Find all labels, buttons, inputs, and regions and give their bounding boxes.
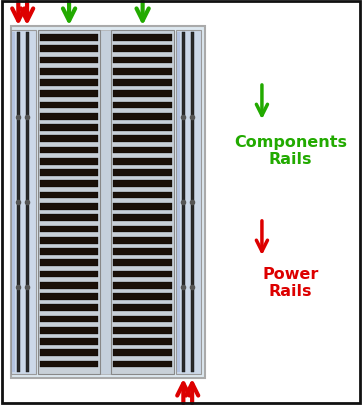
Bar [40,181,98,188]
Bar [113,271,172,277]
Bar [113,248,172,255]
Bar [113,114,172,120]
Bar [40,237,98,244]
Bar [40,350,98,356]
Bar [113,170,172,177]
Bar [113,327,172,334]
Bar [40,271,98,277]
Bar [40,203,98,210]
Bar [40,226,98,233]
Bar [182,33,185,372]
Bar [38,31,101,374]
Bar [113,316,172,322]
Bar [113,136,172,143]
Bar [113,203,172,210]
Bar [17,33,20,372]
Bar [40,46,98,53]
Bar [113,125,172,132]
Bar [113,260,172,266]
Bar [11,27,205,378]
Bar [40,327,98,334]
Bar [113,58,172,64]
Bar [113,147,172,154]
Bar [113,181,172,188]
Bar [40,170,98,177]
Bar [40,305,98,311]
Bar [40,293,98,300]
Bar [176,31,201,374]
Bar [12,33,15,372]
Bar [40,282,98,289]
Bar [113,35,172,42]
Bar [11,31,36,374]
Bar [113,46,172,53]
Bar [40,69,98,75]
Bar [113,237,172,244]
Bar [26,33,29,372]
Bar [113,226,172,233]
Bar [113,192,172,199]
Text: Components
Rails: Components Rails [234,135,347,167]
Bar [113,293,172,300]
Bar [113,80,172,87]
Bar [40,125,98,132]
Bar [113,282,172,289]
Bar [40,80,98,87]
Bar [40,114,98,120]
Bar [40,159,98,165]
Bar [40,58,98,64]
Bar [113,69,172,75]
Bar [101,31,111,374]
Bar [113,350,172,356]
Bar [191,33,194,372]
Bar [40,136,98,143]
Bar [182,33,185,372]
Bar [17,33,20,372]
Bar [40,102,98,109]
Bar [40,260,98,266]
Bar [113,305,172,311]
Bar [40,147,98,154]
Bar [40,338,98,345]
Bar [113,91,172,98]
Bar [177,33,180,372]
Bar [113,215,172,222]
Bar [40,248,98,255]
Bar [113,338,172,345]
Bar [40,192,98,199]
Bar [40,35,98,42]
Bar [113,159,172,165]
Bar [40,215,98,222]
Bar [111,31,174,374]
Text: Power
Rails: Power Rails [262,266,319,298]
Bar [40,361,98,367]
Bar [113,102,172,109]
Bar [40,316,98,322]
Bar [113,361,172,367]
Bar [40,91,98,98]
